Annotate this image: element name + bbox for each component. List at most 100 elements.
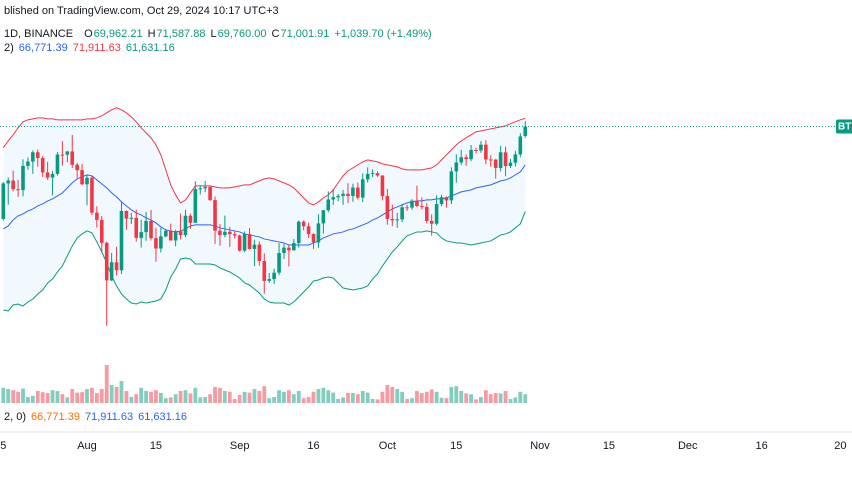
candle-body — [370, 173, 375, 175]
candle-body — [444, 197, 449, 201]
candle-body — [6, 180, 11, 184]
candle-body — [498, 152, 503, 168]
volume-bar — [493, 393, 498, 403]
candle-body — [415, 200, 419, 207]
candle-body — [208, 186, 212, 201]
candle-body — [213, 200, 217, 231]
candle-body — [85, 177, 89, 185]
volume-bar — [321, 387, 326, 403]
indicator-value: 66,771.39 — [18, 42, 68, 54]
candle-body — [198, 188, 203, 190]
volume-bar — [355, 394, 360, 403]
indicator-value: 71,911.63 — [72, 42, 121, 54]
ohlc-value: 71,587.88 — [156, 28, 206, 40]
volume-bar — [252, 389, 257, 403]
candle-body — [311, 234, 316, 243]
candle-body — [336, 195, 340, 198]
candle-body — [326, 199, 331, 211]
candle-body — [306, 226, 311, 235]
candle-body — [35, 152, 40, 158]
candle-body — [252, 244, 257, 249]
volume-bar — [454, 386, 459, 403]
candle-body — [1, 183, 6, 219]
volume-bar — [242, 391, 247, 403]
volume-bar — [99, 389, 104, 403]
candle-body — [296, 221, 301, 244]
candle-body — [267, 279, 271, 281]
volume-bar — [213, 387, 217, 403]
candle-body — [21, 165, 25, 191]
candle-body — [469, 149, 473, 160]
volume-bar — [316, 389, 321, 403]
volume-bar — [109, 385, 114, 403]
candle-body — [218, 230, 222, 236]
volume-bar — [464, 393, 469, 403]
volume-bar — [227, 391, 232, 403]
candle-body — [109, 262, 114, 281]
candle-body — [503, 152, 508, 167]
x-tick-label: Oct — [379, 440, 396, 452]
ohlc-value: 71,001.91 — [280, 28, 330, 40]
volume-bar — [90, 387, 94, 403]
candle-body — [223, 231, 227, 236]
volume-bar — [415, 391, 419, 403]
candle-body — [287, 247, 291, 251]
x-tick-label: 15 — [450, 440, 462, 452]
volume-bar — [449, 387, 454, 403]
volume-bar — [6, 389, 11, 403]
volume-bar — [129, 397, 134, 403]
candle-body — [40, 157, 45, 173]
candle-body — [351, 187, 355, 196]
candle-body — [439, 197, 444, 205]
candle-body — [395, 219, 400, 221]
volume-bar — [291, 394, 296, 403]
volume-bar — [188, 393, 193, 403]
candle-body — [55, 154, 60, 174]
volume-bar — [139, 387, 144, 403]
volume-bar — [124, 391, 129, 403]
volume-bar — [301, 398, 306, 403]
candle-body — [375, 173, 380, 176]
volume-bar — [390, 387, 395, 403]
candle-body — [114, 262, 119, 271]
candle-body — [479, 144, 483, 151]
candle-body — [90, 177, 94, 213]
candle-body — [518, 136, 523, 155]
volume-bar — [474, 399, 478, 403]
volume-bar — [257, 391, 262, 403]
candle-body — [341, 193, 345, 196]
candle-body — [188, 215, 193, 223]
candle-body — [168, 230, 173, 241]
candle-body — [429, 220, 434, 224]
candle-body — [104, 242, 109, 281]
volume-bar — [424, 391, 429, 403]
published-text: blished on TradingView.com, Oct 29, 2024… — [4, 5, 279, 17]
candle-body — [484, 144, 488, 160]
candle-body — [380, 175, 385, 197]
upper-band — [2, 107, 526, 206]
volume-bar — [444, 398, 449, 403]
candle-body — [119, 210, 124, 271]
volume-bar — [40, 392, 45, 403]
candle-body — [60, 154, 65, 156]
volume-bar — [173, 394, 178, 403]
volume-bar — [518, 391, 523, 403]
volume-bar — [513, 397, 518, 403]
ohlc-label: O — [84, 28, 93, 40]
candle-body — [80, 170, 84, 185]
candle-body — [424, 206, 429, 221]
volume-bar — [488, 394, 493, 403]
candle-body — [272, 272, 276, 280]
candle-body — [360, 179, 365, 198]
ohlc-value: 69,760.00 — [217, 28, 267, 40]
indicator-row: 2) 66,771.39 71,911.63 61,631.16 — [4, 42, 175, 54]
volume-bar — [282, 391, 286, 403]
ohlc-value: 69,962.21 — [93, 28, 143, 40]
volume-bar — [183, 390, 188, 403]
volume-bar — [55, 391, 60, 403]
volume-bar — [375, 399, 380, 403]
indicator-label: 2) — [4, 42, 14, 54]
x-tick-label: 16 — [755, 440, 767, 452]
volume-bar — [419, 393, 424, 403]
volume-bar — [45, 393, 50, 403]
